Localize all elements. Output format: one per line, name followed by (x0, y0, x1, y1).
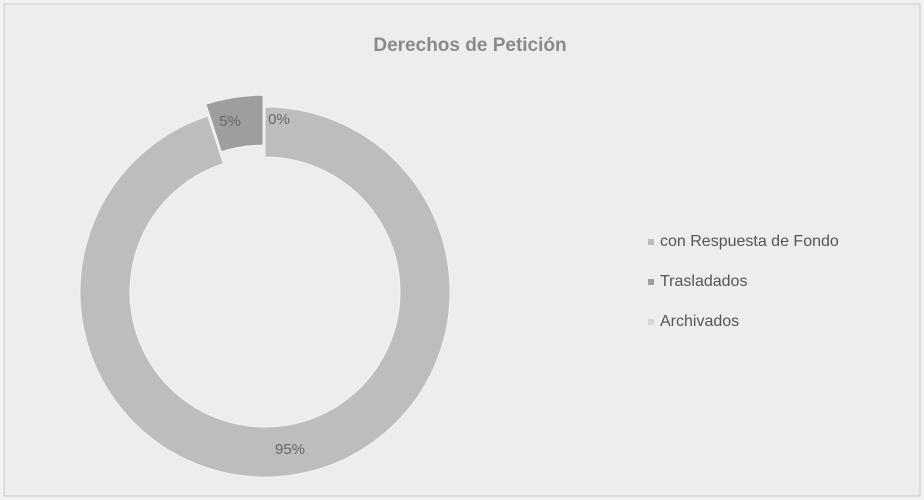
data-label: 5% (219, 113, 241, 130)
donut-segment (79, 106, 451, 478)
donut-segment (205, 94, 264, 153)
legend-label: Trasladados (660, 273, 747, 290)
chart-title: Derechos de Petición (373, 35, 566, 56)
legend-label: Archivados (660, 313, 739, 330)
data-label: 0% (268, 111, 290, 128)
data-label: 95% (275, 441, 305, 458)
legend-swatch (648, 319, 654, 325)
legend-swatch (648, 239, 654, 245)
legend-swatch (648, 279, 654, 285)
legend-label: con Respuesta de Fondo (660, 233, 839, 250)
